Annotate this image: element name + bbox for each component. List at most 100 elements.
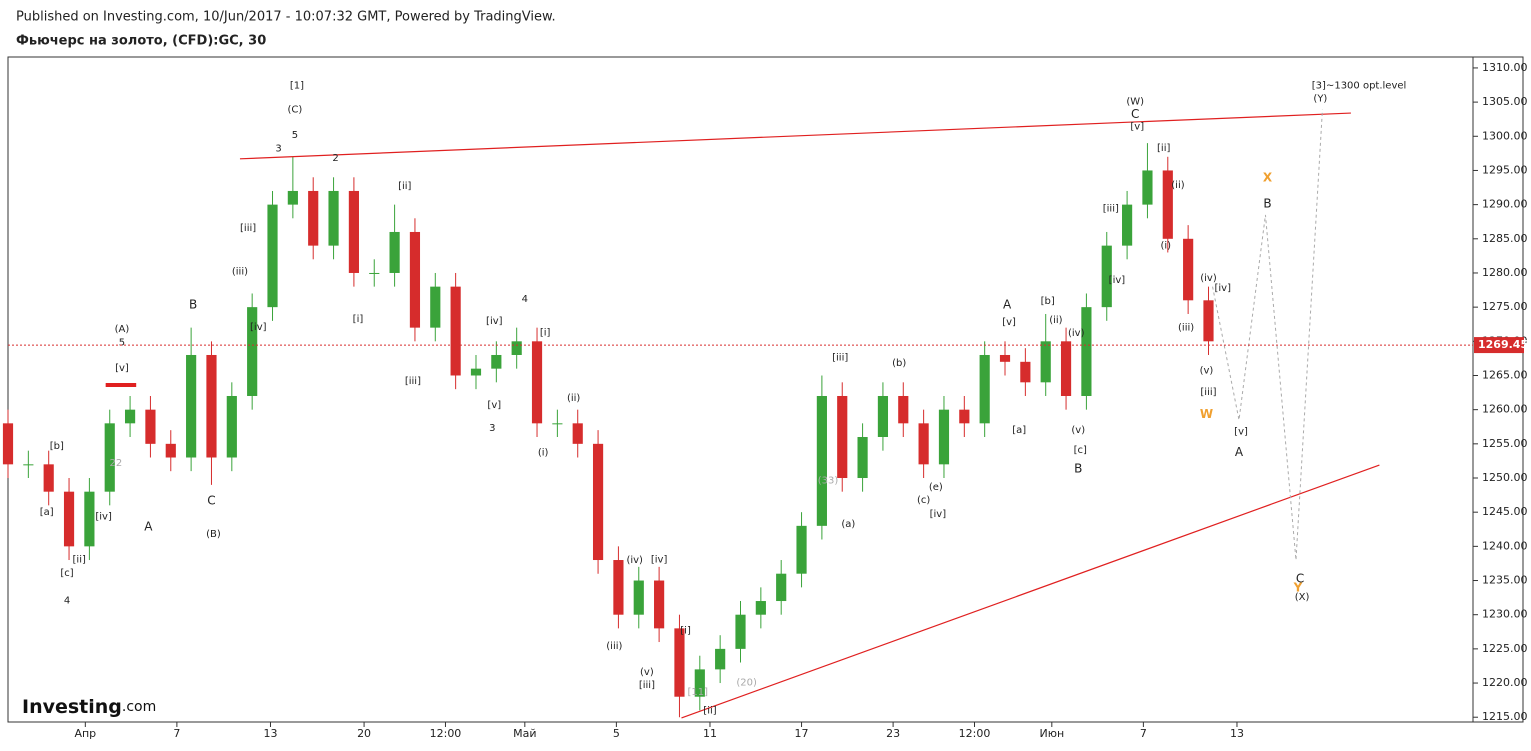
plot-frame bbox=[7, 56, 1524, 723]
candle-body bbox=[450, 286, 461, 376]
candle-body bbox=[165, 443, 176, 458]
candle-body bbox=[816, 395, 827, 526]
candle-body bbox=[654, 580, 665, 629]
wave-label: W bbox=[1200, 407, 1213, 421]
wave-label: (iii) bbox=[606, 641, 622, 652]
wave-label: [iv] bbox=[250, 322, 267, 333]
x-tick-label: 12:00 bbox=[959, 727, 991, 740]
candle-body bbox=[104, 423, 115, 492]
y-tick-label: 1260.00 bbox=[1482, 403, 1528, 416]
candle-body bbox=[186, 354, 197, 458]
candle-body bbox=[348, 190, 359, 273]
candle-body bbox=[328, 190, 339, 246]
wave-label: [iv] bbox=[1214, 283, 1231, 294]
candle-body bbox=[491, 354, 502, 369]
wave-label: 2 bbox=[332, 153, 338, 164]
wave-label: A bbox=[144, 520, 153, 534]
y-tick-label: 1280.00 bbox=[1482, 266, 1528, 279]
candle-body bbox=[1142, 170, 1153, 205]
wave-label: [i] bbox=[680, 625, 691, 636]
wave-label: 5 bbox=[292, 130, 298, 141]
y-tick-label: 1255.00 bbox=[1482, 437, 1528, 450]
wave-label: (33) bbox=[818, 476, 839, 487]
y-tick-label: 1300.00 bbox=[1482, 129, 1528, 142]
wave-label: [b] bbox=[50, 441, 64, 452]
wave-label: (i) bbox=[1160, 241, 1171, 252]
candle-body bbox=[1060, 341, 1072, 396]
wave-label: [iv] bbox=[930, 509, 947, 520]
wave-label: (c) bbox=[917, 495, 930, 506]
candle-body bbox=[755, 601, 766, 615]
candle-body bbox=[837, 395, 848, 479]
candle-body bbox=[1122, 204, 1133, 246]
wave-label: (iv) bbox=[1200, 273, 1217, 284]
y-tick-label: 1225.00 bbox=[1482, 642, 1528, 655]
candle-body bbox=[63, 491, 75, 547]
wave-label: (iii) bbox=[1178, 323, 1194, 334]
wave-label: (Y) bbox=[1313, 94, 1327, 105]
wave-label: (C) bbox=[287, 105, 302, 116]
candle-body bbox=[959, 409, 970, 424]
candle-body bbox=[470, 368, 482, 376]
candle-body bbox=[409, 231, 421, 328]
wave-label: [b] bbox=[1041, 296, 1055, 307]
y-tick-label: 1295.00 bbox=[1482, 163, 1528, 176]
candle-body bbox=[715, 648, 726, 670]
candle-body bbox=[674, 628, 685, 697]
candle-body bbox=[633, 580, 644, 615]
x-tick-label: 13 bbox=[1230, 727, 1244, 740]
wave-label: (ii) bbox=[567, 393, 580, 404]
wave-label: C bbox=[207, 494, 215, 508]
wave-label: [iv] bbox=[486, 316, 503, 327]
wave-label: (X) bbox=[1295, 592, 1310, 603]
wave-label: [iii] bbox=[1103, 204, 1119, 215]
logo-brand: Investing bbox=[22, 696, 122, 718]
candle-body bbox=[430, 286, 441, 328]
wave-label: [ii] bbox=[703, 705, 716, 716]
candle-body bbox=[389, 231, 400, 273]
wave-label: (A) bbox=[115, 324, 130, 335]
wave-label: (W) bbox=[1126, 96, 1144, 107]
wave-label: C bbox=[1131, 107, 1139, 121]
candle-body bbox=[247, 307, 258, 396]
wave-label: (ii) bbox=[1049, 315, 1062, 326]
wave-label: B bbox=[1074, 462, 1082, 476]
trend-line bbox=[239, 112, 1351, 160]
y-tick-label: 1285.00 bbox=[1482, 232, 1528, 245]
wave-label: [iii] bbox=[240, 223, 256, 234]
y-tick-label: 1275.00 bbox=[1482, 300, 1528, 313]
candle-body bbox=[23, 464, 34, 466]
y-tick-label: 1220.00 bbox=[1482, 676, 1528, 689]
wave-label: [ii] bbox=[398, 181, 411, 192]
candle-body bbox=[1183, 238, 1194, 301]
candle-body bbox=[1040, 341, 1051, 383]
x-tick-label: 11 bbox=[703, 727, 717, 740]
y-tick-label: 1245.00 bbox=[1482, 505, 1528, 518]
wave-label: 4 bbox=[64, 595, 70, 606]
candle-body bbox=[308, 190, 319, 246]
wave-label: (iv) bbox=[626, 555, 643, 566]
candle-body bbox=[857, 437, 868, 479]
wave-label: (iv) bbox=[1068, 328, 1085, 339]
candle-body bbox=[938, 409, 950, 465]
y-tick-label: 1250.00 bbox=[1482, 471, 1528, 484]
wave-label: [v] bbox=[1130, 122, 1144, 133]
logo: Investing.com bbox=[22, 696, 156, 718]
wave-label: 22 bbox=[109, 458, 122, 469]
candle-body bbox=[511, 341, 522, 355]
candle-body bbox=[531, 341, 543, 424]
y-tick-label: 1235.00 bbox=[1482, 574, 1528, 587]
wave-label: [iii] bbox=[1200, 387, 1216, 398]
candle-body bbox=[43, 464, 54, 492]
wave-label: [iii] bbox=[405, 376, 421, 387]
x-tick-label: 17 bbox=[795, 727, 809, 740]
candle-body bbox=[1020, 361, 1031, 383]
wave-label: [11] bbox=[688, 687, 709, 698]
trend-line bbox=[681, 464, 1380, 719]
y-tick-label: 1305.00 bbox=[1482, 95, 1528, 108]
wave-label: 5 bbox=[119, 338, 125, 349]
wave-label: [ii] bbox=[73, 554, 86, 565]
wave-label: [1] bbox=[290, 81, 304, 92]
chart-layer: 1215.00 1220.00 1225.00 1230.00 1235.00 1240.… bbox=[2, 61, 1528, 740]
candle-body bbox=[267, 204, 278, 308]
